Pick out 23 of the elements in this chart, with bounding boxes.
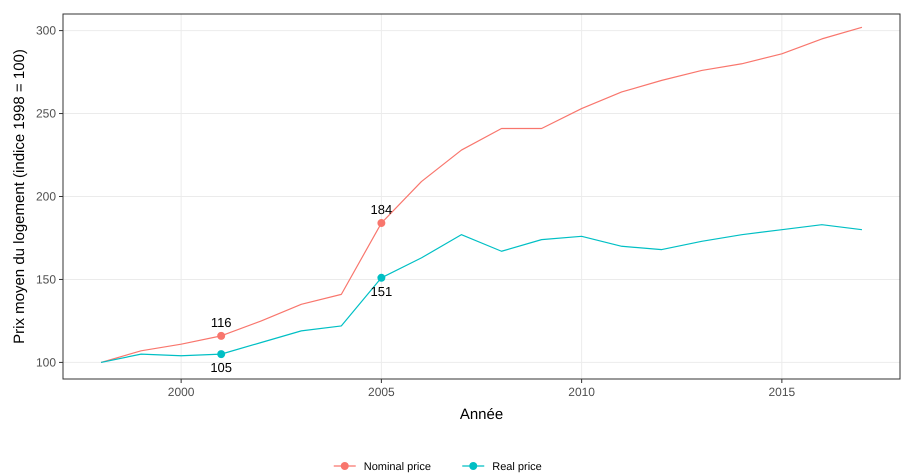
point bbox=[217, 332, 226, 340]
data-label: 151 bbox=[370, 284, 392, 299]
y-tick-label: 150 bbox=[36, 272, 56, 286]
point bbox=[377, 219, 386, 228]
point bbox=[217, 350, 226, 358]
y-axis-title: Prix moyen du logement (indice 1998 = 100) bbox=[11, 49, 28, 344]
x-tick-label: 2005 bbox=[368, 385, 396, 399]
data-label: 116 bbox=[210, 314, 232, 330]
y-tick-label: 100 bbox=[36, 355, 56, 370]
x-axis-title: Année bbox=[460, 406, 504, 423]
line-series bbox=[100, 224, 863, 364]
data-label: 184 bbox=[370, 202, 392, 218]
x-tick-label: 2015 bbox=[768, 385, 796, 399]
y-tick-label: 300 bbox=[36, 24, 56, 38]
legend-label: Real price bbox=[492, 461, 542, 473]
point bbox=[377, 274, 386, 282]
line-series bbox=[100, 26, 863, 364]
data-label: 105 bbox=[210, 360, 232, 376]
x-tick-label: 2010 bbox=[568, 385, 596, 399]
y-tick-label: 200 bbox=[36, 190, 56, 204]
y-tick-label: 250 bbox=[36, 106, 56, 121]
x-tick-label: 2000 bbox=[168, 385, 195, 399]
legend-label: Nominal price bbox=[364, 461, 431, 473]
